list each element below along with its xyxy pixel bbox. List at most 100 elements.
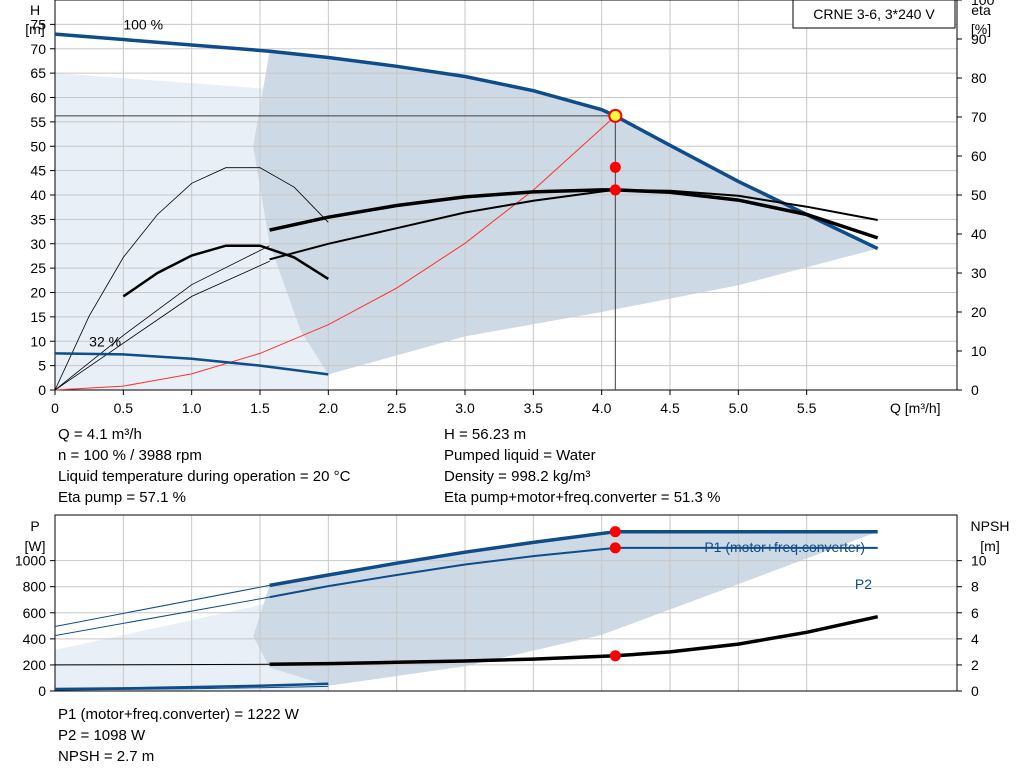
npsh-axis-label: NPSH	[971, 518, 1010, 534]
info-top-left: Q = 4.1 m³/h n = 100 % / 3988 rpm Liquid…	[58, 424, 350, 508]
p2-curve	[269, 546, 878, 599]
y-tick-label-t: 15	[30, 309, 46, 325]
curve-speed-label: 100 %	[123, 16, 163, 32]
p1-series-label: P1 (motor+freq.converter)	[704, 539, 865, 555]
p2-curve-extrapolated	[54, 596, 270, 637]
eta-total-min-speed-curve	[122, 244, 329, 298]
p1-min-speed-curve	[54, 682, 329, 691]
y-tick-label-t: 50	[30, 138, 46, 154]
chart-title: CRNE 3-6, 3*240 V	[813, 6, 935, 22]
npsh-curve-extrapolated	[54, 663, 270, 666]
y2-tick-label-t: 70	[971, 109, 987, 125]
plot-frame-b	[54, 514, 958, 692]
y2-tick-label-b: 8	[971, 579, 979, 595]
y-axis-unit: [m]	[25, 21, 44, 37]
info-npsh: NPSH = 2.7 m	[58, 748, 155, 765]
p2-series-label: P2	[855, 576, 872, 592]
info-eta-pump: Eta pump = 57.1 %	[58, 489, 186, 506]
info-speed: n = 100 % / 3988 rpm	[58, 447, 202, 464]
y-tick-label-b: 800	[23, 579, 47, 595]
info-temperature: Liquid temperature during operation = 20…	[58, 468, 351, 485]
y-tick-label-t: 65	[30, 65, 46, 81]
y2-tick-label-t: 10	[971, 343, 987, 359]
operating-point-marker	[609, 184, 621, 196]
y2-axis-label: eta	[971, 2, 991, 18]
y2-tick-label-b: 0	[971, 683, 979, 699]
y-tick-label-t: 30	[30, 236, 46, 252]
y2-tick-label-t: 40	[971, 226, 987, 242]
info-flow: Q = 4.1 m³/h	[58, 426, 142, 443]
p-axis-label: P	[30, 518, 39, 534]
info-density: Density = 998.2 kg/m³	[444, 468, 591, 485]
info-top-right: H = 56.23 m Pumped liquid = Water Densit…	[444, 424, 720, 508]
operating-area-b	[253, 531, 878, 686]
p2-min-speed-curve	[54, 685, 329, 691]
y-axis-label: H	[30, 2, 40, 18]
npsh-curve	[269, 614, 879, 667]
info-eta-total: Eta pump+motor+freq.converter = 51.3 %	[444, 489, 721, 506]
y-tick-label-t: 45	[30, 163, 46, 179]
y-tick-label-t: 70	[30, 41, 46, 57]
info-bottom: P1 (motor+freq.converter) = 1222 W P2 = …	[58, 704, 299, 767]
y-tick-label-t: 60	[30, 90, 46, 106]
y-tick-label-b: 1000	[15, 553, 46, 569]
head-curve-min-speed	[54, 352, 329, 376]
y2-tick-label-b: 2	[971, 657, 979, 673]
x-tick-label: 4.5	[660, 400, 680, 416]
eta-total-curve	[269, 188, 879, 240]
y-tick-label-t: 0	[38, 382, 46, 398]
eta-pump-min-speed-curve	[54, 167, 329, 391]
y-tick-label-t: 10	[30, 333, 46, 349]
npsh-operating-marker	[609, 650, 621, 662]
y-tick-label-b: 400	[23, 631, 47, 647]
y2-tick-label-t: 0	[971, 382, 979, 398]
system-curve	[54, 115, 616, 391]
eta-total-low-flow-curve	[54, 260, 270, 391]
x-tick-label: 3.5	[524, 400, 544, 416]
curve-speed-label: 32 %	[89, 333, 121, 349]
head-curve-max-speed	[54, 32, 879, 251]
p-axis-unit: [W]	[25, 538, 46, 554]
x-tick-label: 0.5	[114, 400, 134, 416]
info-liquid: Pumped liquid = Water	[444, 447, 596, 464]
npsh-axis-unit: [m]	[980, 538, 999, 554]
operating-area-t	[253, 51, 878, 375]
y-tick-label-b: 600	[23, 605, 47, 621]
y2-tick-label-b: 6	[971, 605, 979, 621]
y-tick-label-b: 0	[38, 683, 46, 699]
x-tick-label: 4.0	[592, 400, 612, 416]
eta-pump-low-flow-curve	[54, 245, 270, 391]
operating-point-marker	[609, 161, 621, 173]
info-p2: P2 = 1098 W	[58, 727, 146, 744]
x-tick-label: 5.5	[797, 400, 817, 416]
y-tick-label-b: 200	[23, 657, 47, 673]
y2-tick-label-b: 10	[971, 553, 987, 569]
p1-operating-marker	[609, 526, 621, 538]
y2-axis-unit: [%]	[971, 21, 991, 37]
p1-curve-extrapolated	[54, 584, 270, 627]
y2-tick-label-t: 60	[971, 148, 987, 164]
y2-tick-label-t: 20	[971, 304, 987, 320]
x-tick-label: 2.0	[319, 400, 339, 416]
y-tick-label-t: 75	[30, 16, 46, 32]
y2-tick-label-t: 100	[971, 0, 995, 8]
y-tick-label-t: 5	[38, 358, 46, 374]
y2-tick-label-t: 80	[971, 70, 987, 86]
info-head: H = 56.23 m	[444, 426, 527, 443]
y-tick-label-t: 55	[30, 114, 46, 130]
y2-tick-label-b: 4	[971, 631, 979, 647]
y-tick-label-t: 25	[30, 260, 46, 276]
y-tick-label-t: 35	[30, 211, 46, 227]
x-tick-label: 0	[51, 400, 59, 416]
title-box	[792, 0, 956, 29]
y-tick-label-t: 20	[30, 285, 46, 301]
x-tick-label: 3.0	[455, 400, 475, 416]
x-tick-label: 1.5	[250, 400, 270, 416]
y-tick-label-t: 40	[30, 187, 46, 203]
x-tick-label: 1.0	[182, 400, 202, 416]
info-p1: P1 (motor+freq.converter) = 1222 W	[58, 706, 299, 723]
y2-tick-label-t: 30	[971, 265, 987, 281]
p2-operating-marker	[609, 542, 621, 554]
duty-point-marker	[608, 108, 623, 123]
